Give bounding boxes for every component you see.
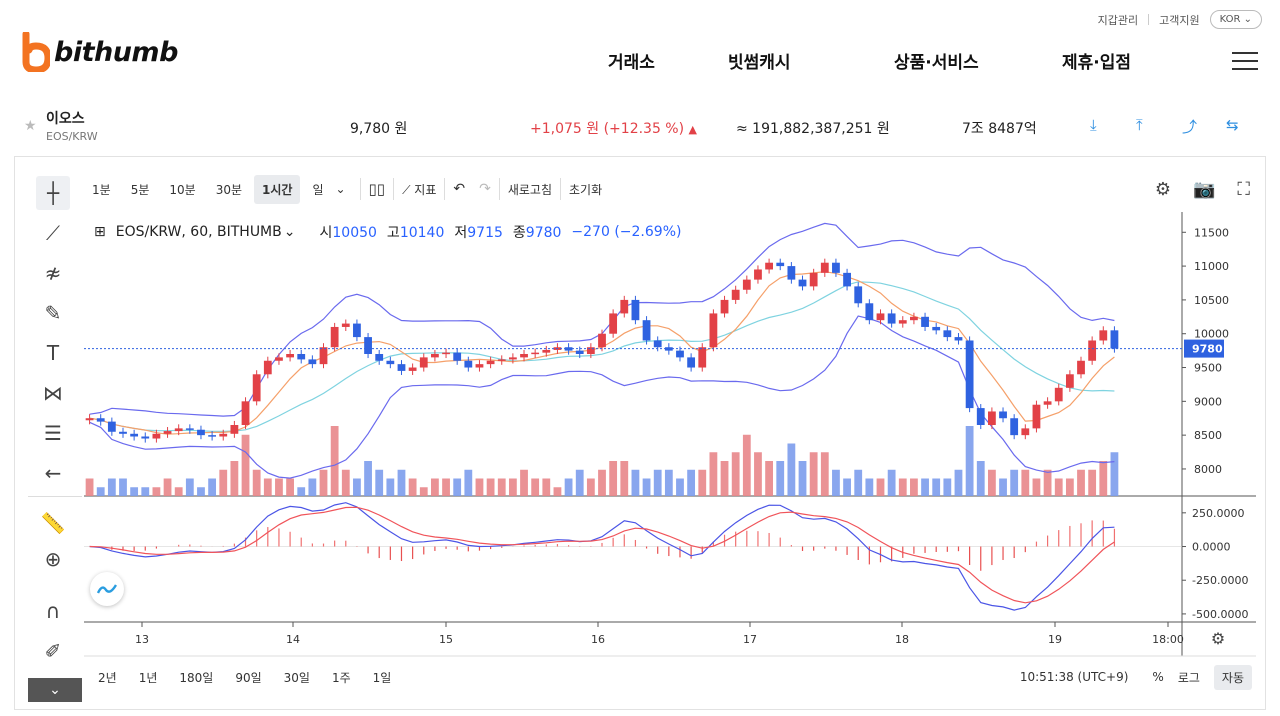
trend-icon[interactable]: ⤴ bbox=[1182, 118, 1198, 136]
toolbar-divider bbox=[444, 178, 446, 200]
tradingview-icon[interactable] bbox=[90, 572, 124, 606]
scale-options: 10:51:38 (UTC+9) % 로그 자동 bbox=[1019, 664, 1252, 690]
symbol-label[interactable]: EOS/KRW, 60, BITHUMB bbox=[115, 224, 282, 240]
nav-partnership[interactable]: 제휴·입점 bbox=[1062, 53, 1132, 73]
lock-pencil-icon[interactable]: ✐ bbox=[44, 639, 62, 663]
deposit-icon[interactable]: ⤓ bbox=[1090, 116, 1097, 134]
bithumb-logo-icon bbox=[18, 30, 52, 74]
undo-icon[interactable]: ↶ bbox=[453, 181, 466, 197]
range-90d[interactable]: 90일 bbox=[235, 670, 262, 685]
brush-icon[interactable]: ✎ bbox=[44, 301, 62, 325]
indicator-icon: ⟋ bbox=[402, 182, 415, 197]
indicator-label: 지표 bbox=[414, 182, 437, 197]
withdraw-icon[interactable]: ⤒ bbox=[1136, 116, 1143, 134]
ticker-bar: ★ 이오스 EOS/KRW 9,780 원 +1,075 원 (+12.35 %… bbox=[0, 104, 1280, 150]
support-link[interactable]: 고객지원 bbox=[1159, 13, 1200, 27]
high-value: 10140 bbox=[399, 225, 445, 241]
reset-button[interactable]: 초기화 bbox=[569, 182, 603, 197]
range-1w[interactable]: 1주 bbox=[331, 670, 351, 685]
nav-bithumb-cash[interactable]: 빗썸캐시 bbox=[728, 53, 791, 73]
price-change: +1,075 원 (+12.35 %) ▲ bbox=[530, 118, 697, 138]
fib-icon[interactable]: ≉ bbox=[44, 261, 62, 285]
low-value: 9715 bbox=[467, 225, 503, 241]
top-divider bbox=[1148, 14, 1150, 25]
ruler-icon[interactable]: 📏 bbox=[40, 511, 66, 535]
range-180d[interactable]: 180일 bbox=[179, 670, 214, 685]
fullscreen-icon[interactable]: ⛶ bbox=[1237, 178, 1250, 200]
toolbar-divider bbox=[393, 178, 395, 200]
zoom-icon[interactable]: ⊕ bbox=[44, 547, 62, 571]
toolbar-divider bbox=[359, 178, 361, 200]
language-select[interactable]: KOR ⌄ bbox=[1209, 10, 1262, 29]
chevron-down-icon[interactable]: ⌄ bbox=[335, 182, 346, 196]
top-links: 지갑관리 고객지원 KOR ⌄ bbox=[1098, 10, 1262, 29]
tf-5min[interactable]: 5분 bbox=[130, 182, 150, 197]
range-1y[interactable]: 1년 bbox=[138, 670, 158, 685]
coin-name: 이오스 bbox=[46, 111, 85, 127]
crosshair-icon[interactable]: ┼ bbox=[36, 176, 70, 210]
chevron-down-icon[interactable]: ⌄ bbox=[28, 678, 82, 702]
main-nav: 거래소 빗썸캐시 상품·서비스 제휴·입점 bbox=[608, 48, 1131, 73]
percent-toggle[interactable]: % bbox=[1152, 670, 1164, 684]
chevron-down-icon: ⌄ bbox=[1243, 14, 1252, 25]
pattern-icon[interactable]: ⋈ bbox=[43, 381, 63, 405]
magnet-icon[interactable]: ∩ bbox=[45, 599, 61, 623]
market-cap: 7조 8487억 bbox=[962, 121, 1037, 137]
drawing-toolbar: ┼ ⟋ ≉ ✎ T ⋈ ☰ ← 📏 ⊕ ∩ ✐ ⌄ bbox=[28, 166, 82, 702]
range-30d[interactable]: 30일 bbox=[283, 670, 310, 685]
site-header: 지갑관리 고객지원 KOR ⌄ bithumb 거래소 빗썸캐시 상품·서비스 … bbox=[0, 0, 1280, 100]
toolbar-divider bbox=[560, 178, 562, 200]
change-value: −270 (−2.69%) bbox=[571, 224, 682, 240]
redo-icon[interactable]: ↷ bbox=[479, 181, 491, 197]
coin-pair: EOS/KRW bbox=[46, 130, 98, 143]
tf-30min[interactable]: 30분 bbox=[215, 182, 242, 197]
expand-icon[interactable]: ⊞ bbox=[94, 224, 106, 240]
tool-divider bbox=[28, 496, 82, 497]
tf-1hour[interactable]: 1시간 bbox=[254, 174, 301, 204]
open-value: 10050 bbox=[332, 225, 377, 241]
trendline-icon[interactable]: ⟋ bbox=[46, 221, 60, 245]
menu-icon[interactable] bbox=[1232, 52, 1258, 72]
log-toggle[interactable]: 로그 bbox=[1177, 670, 1200, 685]
high-label: 고 bbox=[386, 225, 400, 241]
arrow-left-icon[interactable]: ← bbox=[44, 461, 62, 485]
camera-icon[interactable]: 📷 bbox=[1192, 178, 1216, 200]
language-label: KOR bbox=[1219, 14, 1241, 25]
current-price: 9,780 원 bbox=[350, 121, 408, 137]
favorite-star-icon[interactable]: ★ bbox=[24, 118, 37, 134]
auto-toggle[interactable]: 자동 bbox=[1213, 664, 1252, 690]
range-1d[interactable]: 1일 bbox=[372, 670, 392, 685]
text-tool-icon[interactable]: T bbox=[46, 341, 60, 365]
tf-1min[interactable]: 1분 bbox=[92, 182, 111, 197]
candle-type-icon[interactable]: ▯▯ bbox=[368, 180, 386, 198]
nav-exchange[interactable]: 거래소 bbox=[608, 53, 655, 73]
toolbar-divider bbox=[498, 178, 500, 200]
open-label: 시 bbox=[319, 225, 333, 241]
chart-container bbox=[14, 156, 1266, 710]
chart-legend: ⊞ EOS/KRW, 60, BITHUMB ⌄ 시10050 고10140 저… bbox=[94, 222, 681, 242]
tf-10min[interactable]: 10분 bbox=[169, 182, 196, 197]
close-value: 9780 bbox=[525, 225, 562, 241]
chevron-down-icon[interactable]: ⌄ bbox=[283, 224, 296, 240]
low-label: 저 bbox=[454, 225, 468, 241]
refresh-button[interactable]: 새로고침 bbox=[507, 182, 553, 197]
price-change-value: +1,075 원 (+12.35 %) bbox=[530, 121, 685, 137]
settings-icon[interactable]: ⚙ bbox=[1154, 178, 1171, 200]
chart-toolbar: 1분 5분 10분 30분 1시간 일 ⌄ ▯▯ ⟋ 지표 ↶ ↷ 새로고침 초… bbox=[84, 172, 1264, 206]
prediction-icon[interactable]: ☰ bbox=[44, 421, 62, 445]
brand-name: bithumb bbox=[54, 36, 178, 68]
clock-time[interactable]: 10:51:38 (UTC+9) bbox=[1019, 670, 1129, 684]
toolbar-right: ⚙ 📷 ⛶ bbox=[1155, 179, 1250, 200]
range-2y[interactable]: 2년 bbox=[98, 670, 117, 685]
tf-day[interactable]: 일 bbox=[312, 182, 324, 197]
trade-volume: ≈ 191,882,387,251 원 bbox=[736, 121, 890, 137]
wallet-link[interactable]: 지갑관리 bbox=[1097, 13, 1139, 27]
transfer-icon[interactable]: ⇆ bbox=[1226, 116, 1239, 134]
brand-logo[interactable]: bithumb bbox=[18, 30, 178, 74]
indicator-button[interactable]: ⟋ 지표 bbox=[402, 181, 436, 198]
range-bar: 2년 1년 180일 90일 30일 1주 1일 10:51:38 (UTC+9… bbox=[84, 662, 1264, 692]
close-label: 종 bbox=[512, 225, 526, 241]
arrow-up-icon: ▲ bbox=[688, 123, 697, 136]
nav-products[interactable]: 상품·서비스 bbox=[894, 53, 979, 73]
